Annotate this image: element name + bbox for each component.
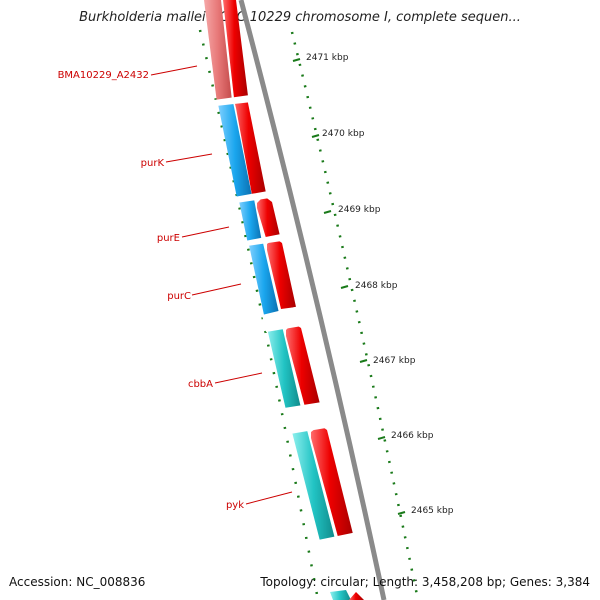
gene-label-bma10229-a2432[interactable]: BMA10229_A2432 xyxy=(58,70,149,81)
genome-summary-text: Topology: circular; Length: 3,458,208 bp… xyxy=(260,575,590,589)
cds-arrow-4[interactable] xyxy=(267,238,296,309)
kbp-label-2468: 2468 kbp xyxy=(355,281,398,291)
gene-block-next[interactable] xyxy=(330,590,351,600)
gene-label-purc[interactable]: purC xyxy=(167,291,191,302)
gene-gaps xyxy=(214,95,361,563)
outer-tick-ruler xyxy=(290,31,420,600)
gene-block-cbba[interactable] xyxy=(267,326,301,410)
gene-block-bma10229-a2432[interactable] xyxy=(204,0,232,103)
gene-block-pyk[interactable] xyxy=(292,430,335,541)
cds-arrow-5[interactable] xyxy=(286,323,320,407)
gene-label-pyk[interactable]: pyk xyxy=(226,500,244,511)
gene-block-pure[interactable] xyxy=(239,199,262,244)
kbp-labels: 2471 kbp 2470 kbp 2469 kbp 2468 kbp 2467… xyxy=(306,53,454,516)
kbp-label-2467: 2467 kbp xyxy=(373,356,416,366)
cds-arrow-6[interactable] xyxy=(311,425,353,537)
cds-arrow-8[interactable] xyxy=(349,592,364,600)
chromosome-backbone xyxy=(238,0,387,600)
kbp-label-2469: 2469 kbp xyxy=(338,205,381,215)
gene-block-purc[interactable] xyxy=(249,243,279,315)
gene-labels: BMA10229_A2432 purK purE purC cbbA pyk xyxy=(58,70,245,511)
accession-text: Accession: NC_008836 xyxy=(9,575,146,589)
kbp-ticks xyxy=(292,58,406,515)
kbp-label-2465: 2465 kbp xyxy=(411,506,454,516)
gene-label-purk[interactable]: purK xyxy=(141,158,165,169)
cds-arrow-1[interactable] xyxy=(223,0,248,98)
cds-arrow-2[interactable] xyxy=(234,98,266,195)
kbp-label-2470: 2470 kbp xyxy=(322,129,365,139)
kbp-label-2471: 2471 kbp xyxy=(306,53,349,63)
cds-arrows xyxy=(223,0,364,600)
gene-block-purk[interactable] xyxy=(218,102,252,198)
gene-blocks xyxy=(204,0,351,600)
cds-arrow-3[interactable] xyxy=(257,196,280,238)
map-title: Burkholderia mallei NCTC 10229 chromosom… xyxy=(79,10,521,25)
gene-label-pure[interactable]: purE xyxy=(157,233,180,244)
kbp-label-2466: 2466 kbp xyxy=(391,431,434,441)
gene-label-cbba[interactable]: cbbA xyxy=(188,379,213,390)
label-leaders xyxy=(150,65,293,505)
